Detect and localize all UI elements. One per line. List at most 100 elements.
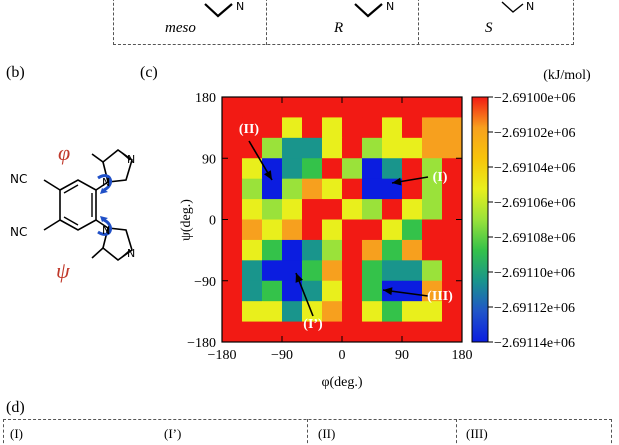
heatmap-cell: [282, 117, 303, 139]
heatmap-cell: [422, 178, 443, 200]
heatmap-cell: [422, 321, 443, 343]
heatmap-cell: [442, 239, 463, 261]
top-n-2: N: [386, 0, 395, 13]
heatmap-cell: [322, 219, 343, 241]
colorbar-tick-label: −2.69112e+06: [494, 301, 575, 316]
heatmap-cell: [382, 321, 403, 343]
panel-c-label: (c): [140, 64, 158, 81]
heatmap-cell: [442, 260, 463, 282]
heatmap-cell: [242, 117, 263, 139]
heatmap-cell: [302, 117, 323, 139]
colorbar-tick-label: −2.69108e+06: [494, 231, 576, 246]
heatmap-cell: [282, 219, 303, 241]
heatmap-cell: [322, 137, 343, 159]
heatmap-cell: [342, 260, 363, 282]
heatmap-cell: [262, 219, 283, 241]
heatmap-cell: [222, 239, 243, 261]
heatmap-cell: [442, 178, 463, 200]
annotation-label: (I): [433, 170, 448, 185]
heatmap-cell: [242, 137, 263, 159]
heatmap-cell: [222, 219, 243, 241]
heatmap-cell: [262, 117, 283, 139]
chart-xlabel: φ(deg.): [321, 375, 362, 390]
annotation-label: (I’): [303, 317, 323, 332]
heatmap-cell: [442, 137, 463, 159]
heatmap-cell: [402, 280, 423, 302]
heatmap-cell: [422, 260, 443, 282]
heatmap-cell: [302, 219, 323, 241]
heatmap-cell: [382, 137, 403, 159]
heatmap-cell: [322, 260, 343, 282]
heatmap-cell: [402, 301, 423, 322]
heatmap-cell: [222, 301, 243, 322]
heatmap-cell: [402, 199, 423, 220]
heatmap-cell: [222, 117, 243, 139]
heatmap-cell: [282, 137, 303, 159]
heatmap-cell: [422, 199, 443, 220]
heatmap-cell: [282, 158, 303, 180]
heatmap-cell: [362, 239, 383, 261]
heatmap-cell: [262, 260, 283, 282]
x-tick-label: 180: [452, 348, 473, 363]
heatmap-cell: [322, 97, 343, 118]
heatmap-cell: [362, 219, 383, 241]
colorbar-unit: (kJ/mol): [543, 68, 591, 83]
heatmap-cell: [422, 137, 443, 159]
heatmap-cell: [402, 219, 423, 241]
s-label: S: [485, 20, 493, 36]
heatmap-cell: [282, 97, 303, 118]
heatmap-cell: [442, 97, 463, 118]
heatmap-cell: [222, 137, 243, 159]
heatmap-cell: [362, 137, 383, 159]
top-panel-divider-2: [418, 0, 419, 45]
colorbar-tick-label: −2.69114e+06: [494, 336, 575, 351]
heatmap-cell: [382, 219, 403, 241]
heatmap-cell: [422, 239, 443, 261]
heatmap-cell: [322, 178, 343, 200]
heatmap-cell: [242, 301, 263, 322]
top-panel-divider-1: [266, 0, 267, 45]
heatmap-cell: [242, 219, 263, 241]
x-tick-label: 0: [339, 348, 346, 363]
heatmap-cell: [442, 280, 463, 302]
molecule-structure: [43, 148, 133, 262]
heatmap-cell: [222, 158, 243, 180]
heatmap-cell: [262, 321, 283, 343]
heatmap-cell: [402, 260, 423, 282]
panel-d-box-1-label: (I): [10, 426, 23, 441]
heatmap-cell: [242, 178, 263, 200]
heatmap-cell: [322, 158, 343, 180]
heatmap-cell: [342, 199, 363, 220]
heatmap-cell: [222, 199, 243, 220]
heatmap-cell: [362, 321, 383, 343]
colorbar: [471, 96, 489, 343]
heatmap-cell: [222, 178, 243, 200]
heatmap-cell: [382, 97, 403, 118]
chart-ylabel: ψ(deg.): [179, 199, 194, 241]
heatmap-cell: [442, 158, 463, 180]
phi-symbol: φ: [58, 140, 71, 165]
annotation-arrow-head: [383, 287, 393, 296]
heatmap-cell: [262, 199, 283, 220]
heatmap-cell: [402, 321, 423, 343]
meso-label: meso: [165, 20, 196, 36]
heatmap-cell: [362, 117, 383, 139]
heatmap-cell: [422, 97, 443, 118]
x-tick-label: 90: [395, 348, 409, 363]
heatmap-cell: [382, 301, 403, 322]
nc-top-label: NC: [10, 172, 28, 186]
heatmap-cell: [342, 137, 363, 159]
heatmap-cell: [242, 199, 263, 220]
heatmap-cell: [402, 158, 423, 180]
heatmap-cell: [362, 178, 383, 200]
heatmap-cell: [322, 199, 343, 220]
heatmap-cell: [262, 239, 283, 261]
heatmap-cell: [402, 178, 423, 200]
heatmap-cell: [342, 321, 363, 343]
panel-d-divider-1: [307, 419, 308, 445]
heatmap-cell: [382, 260, 403, 282]
heatmap-cell: [262, 178, 283, 200]
heatmap-cell: [382, 239, 403, 261]
heatmap-cell: [442, 321, 463, 343]
heatmap-cell: [402, 239, 423, 261]
